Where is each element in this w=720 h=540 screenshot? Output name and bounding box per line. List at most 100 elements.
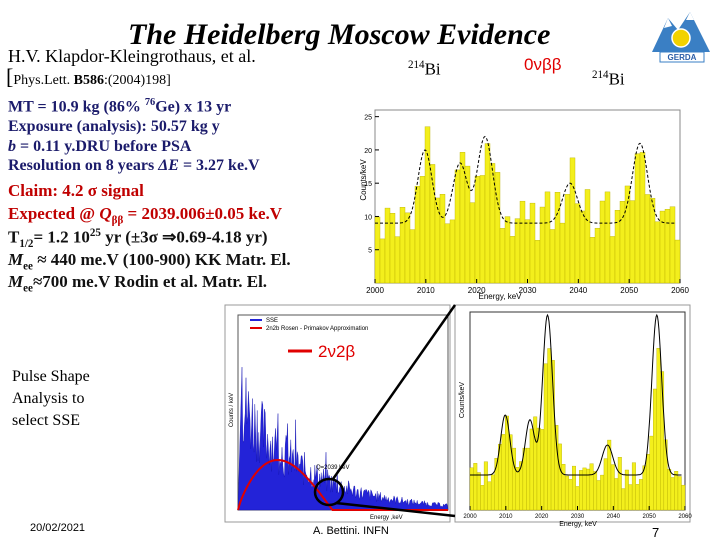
x-tick-label: 2040 <box>569 286 587 295</box>
histogram-bin <box>624 469 629 511</box>
histogram-bin <box>469 202 476 284</box>
text: ≈700 me.V Rodin et al. Matr. El. <box>32 272 268 291</box>
x-tick-label: 2050 <box>620 286 638 295</box>
histogram-bin <box>529 428 534 511</box>
bracket: [ <box>6 64 14 89</box>
histogram-bin <box>589 463 594 511</box>
text: b <box>8 138 16 155</box>
text: = 1.2 10 <box>33 227 90 247</box>
histogram-bin <box>674 239 681 284</box>
histogram-bin <box>389 213 396 284</box>
text: Expected @ <box>8 204 100 223</box>
text: MT = 10.9 kg (86% <box>8 98 145 116</box>
histogram-bin <box>384 207 391 284</box>
histogram-bin <box>554 192 561 284</box>
logo-text: GERDA <box>668 53 697 62</box>
histogram-bin <box>634 153 641 284</box>
histogram-bin <box>487 481 492 511</box>
note: select SSE <box>12 412 80 429</box>
note: Analysis to <box>12 390 85 407</box>
journal: Phys.Lett. <box>13 73 74 88</box>
x-tick-label: 2000 <box>463 514 477 520</box>
histogram-bin <box>399 207 406 284</box>
zoom-line <box>331 304 457 480</box>
histogram-bin <box>476 472 481 511</box>
histogram-bin <box>582 467 587 511</box>
histogram-bin <box>533 416 538 511</box>
histogram-bin <box>674 471 679 511</box>
histogram-bin <box>677 476 682 511</box>
text: ββ <box>111 214 124 227</box>
histogram-bin <box>483 461 488 511</box>
histogram-bin <box>681 484 686 511</box>
y-tick-label: 10 <box>364 214 372 221</box>
histogram-bin <box>664 209 671 284</box>
histogram-bin <box>564 194 571 284</box>
figure-top: 2000 2010 2020 2030 2040 2050 2060 5 10 15 20 25 Ene… <box>359 109 689 301</box>
histogram-bin <box>574 203 581 284</box>
histogram-bin <box>639 152 646 284</box>
x-tick-label: 2030 <box>571 514 585 520</box>
fact: MT = 10.9 kg (86% 76Ge) x 13 yr <box>8 97 232 116</box>
histogram-bin <box>499 228 506 284</box>
histogram-bin <box>568 479 573 511</box>
text: T <box>8 227 20 247</box>
fact: Resolution on 8 years ΔE = 3.27 ke.V <box>8 158 260 174</box>
page: :(2004)198] <box>103 73 171 88</box>
x-tick-label: 2000 <box>366 286 384 295</box>
y-tick-label: 5 <box>368 248 372 255</box>
volume: B586 <box>73 73 104 88</box>
annotation: 2ν2β <box>318 342 356 361</box>
author: H.V. Klapdor-Kleingrothaus, et al. <box>8 46 256 66</box>
histogram-bin <box>544 191 551 284</box>
histogram-bin <box>490 474 495 511</box>
histogram-bin <box>480 485 485 511</box>
histogram-bin <box>473 463 478 511</box>
y-tick-label: 25 <box>364 115 372 122</box>
histogram-bin <box>617 457 622 511</box>
histogram-bin <box>654 221 661 284</box>
annotation: 0νββ <box>524 55 562 74</box>
text: σ <box>87 181 98 200</box>
histogram-bin <box>439 194 446 284</box>
histogram-bin <box>515 467 520 511</box>
claim: Expected @ Qββ = 2039.006±0.05 ke.V <box>8 205 282 226</box>
x-axis-label: Energy ,keV <box>370 515 403 521</box>
fact: b = 0.11 y.DRU before PSA <box>8 139 191 155</box>
claim: Mee≈700 me.V Rodin et al. Matr. El. <box>8 273 267 294</box>
x-tick-label: 2050 <box>642 514 656 520</box>
text: 76 <box>144 97 156 108</box>
histogram-bin <box>628 484 633 511</box>
histogram-bin <box>603 458 608 511</box>
histogram-bin <box>596 480 601 511</box>
histogram-bin <box>524 219 531 284</box>
histogram-bin <box>479 175 486 284</box>
text: ee <box>23 282 33 295</box>
histogram-bin <box>669 206 676 284</box>
histogram-bin <box>561 464 566 511</box>
histogram-bin <box>667 468 672 511</box>
x-tick-label: 2020 <box>535 514 549 520</box>
text: ΔE <box>158 157 179 174</box>
text: Ge) x 13 yr <box>155 98 232 116</box>
text: ee <box>23 260 33 273</box>
histogram-bin <box>394 236 401 284</box>
histogram-bin <box>414 185 421 284</box>
histogram-bin <box>539 206 546 284</box>
histogram-bin <box>600 474 605 511</box>
histogram-bin <box>449 219 456 284</box>
annotation: 214Bi <box>592 69 625 87</box>
histogram-bin <box>642 465 647 511</box>
histogram-bin <box>653 388 658 511</box>
histogram-bin <box>579 470 583 511</box>
histogram-bin <box>604 191 611 284</box>
histogram-bin <box>469 467 474 511</box>
y-axis-label: Counts/keV <box>459 382 466 419</box>
histogram-bin <box>409 229 416 284</box>
histogram-bin <box>484 143 491 284</box>
histogram-bin <box>631 462 636 511</box>
histogram-bin <box>514 218 521 284</box>
histogram-bin <box>670 477 675 511</box>
histogram-bin <box>629 200 636 284</box>
histogram-bin <box>593 471 598 511</box>
